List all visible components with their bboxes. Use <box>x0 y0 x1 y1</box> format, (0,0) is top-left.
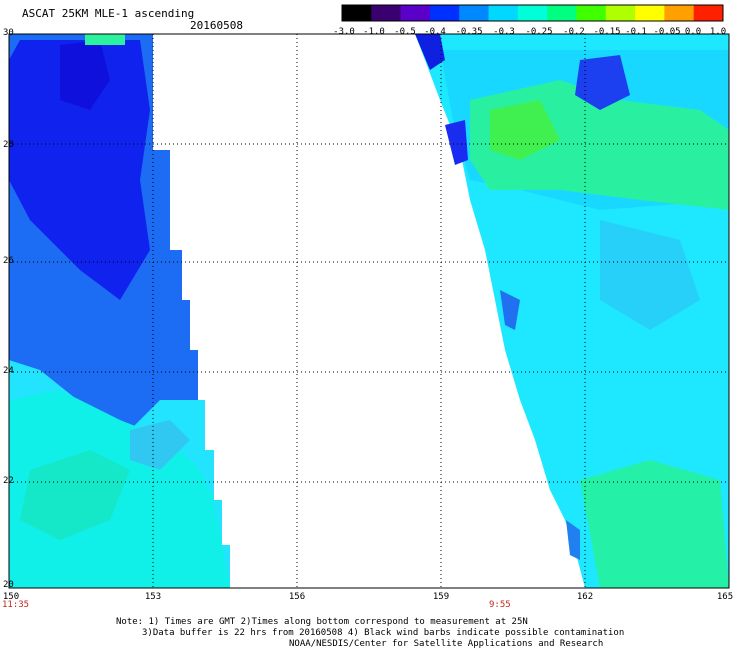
time-label-left: 11:35 <box>2 600 30 610</box>
colorbar <box>341 4 724 22</box>
colorbar-label: -0.5 <box>394 27 416 37</box>
lon-label: 159 <box>432 592 450 602</box>
colorbar-segment <box>459 5 490 21</box>
colorbar-segment <box>371 5 402 21</box>
lon-label: 150 <box>2 592 20 602</box>
colorbar-segment <box>429 5 460 21</box>
footer-note-line2: 3)Data buffer is 22 hrs from 20160508 4)… <box>142 628 625 638</box>
colorbar-segment <box>488 5 519 21</box>
colorbar-segment <box>635 5 665 21</box>
plot-frame <box>8 33 730 589</box>
lon-label: 162 <box>576 592 594 602</box>
footer-credit: NOAA/NESDIS/Center for Satellite Applica… <box>289 639 604 649</box>
colorbar-label: -0.25 <box>525 27 553 37</box>
colorbar-label: -0.35 <box>455 27 483 37</box>
lat-label: 24 <box>3 366 14 376</box>
lat-label: 20 <box>3 580 14 590</box>
colorbar-segment <box>517 5 548 21</box>
right-swath <box>415 34 729 588</box>
colorbar-label: 1.0 <box>709 27 727 37</box>
colorbar-segment <box>400 5 431 21</box>
grid <box>9 34 729 588</box>
colorbar-label: -0.3 <box>493 27 515 37</box>
colorbar-label: -0.15 <box>593 27 621 37</box>
colorbar-frame <box>341 4 724 22</box>
colorbar-label: -0.1 <box>625 27 647 37</box>
time-label-right: 9:55 <box>489 600 511 610</box>
colorbar-label: -0.05 <box>653 27 681 37</box>
lon-label: 153 <box>144 592 162 602</box>
colorbar-segment <box>342 5 372 21</box>
colorbar-segment <box>664 5 695 21</box>
lat-label: 30 <box>3 28 14 38</box>
colorbar-segment <box>605 5 636 21</box>
colorbar-segment <box>693 5 724 21</box>
colorbar-label: -0.4 <box>424 27 446 37</box>
colorbar-segment <box>576 5 607 21</box>
lat-label: 28 <box>3 140 14 150</box>
footer-note-line1: Note: 1) Times are GMT 2)Times along bot… <box>116 617 528 627</box>
map-date: 20160508 <box>190 19 243 32</box>
colorbar-label: -1.0 <box>363 27 385 37</box>
lat-label: 22 <box>3 476 14 486</box>
lon-label: 156 <box>288 592 306 602</box>
colorbar-segment <box>547 5 577 21</box>
lon-label: 165 <box>716 592 734 602</box>
colorbar-label: 0.0 <box>684 27 702 37</box>
lat-label: 26 <box>3 256 14 266</box>
left-swath <box>9 34 230 588</box>
colorbar-label: -0.2 <box>563 27 585 37</box>
map-title: ASCAT 25KM MLE-1 ascending <box>22 7 195 20</box>
colorbar-label: -3.0 <box>333 27 355 37</box>
